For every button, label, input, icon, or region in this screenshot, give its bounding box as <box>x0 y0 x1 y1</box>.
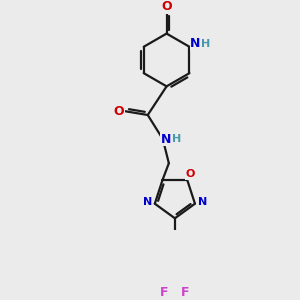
Text: H: H <box>201 39 211 49</box>
Text: F: F <box>181 286 190 299</box>
Text: O: O <box>161 0 172 13</box>
Text: N: N <box>142 197 152 207</box>
Text: O: O <box>186 169 195 179</box>
Text: F: F <box>160 286 169 299</box>
Text: O: O <box>114 105 124 118</box>
Text: N: N <box>198 197 207 207</box>
Text: N: N <box>190 37 201 50</box>
Text: N: N <box>160 133 171 146</box>
Text: H: H <box>172 134 181 144</box>
